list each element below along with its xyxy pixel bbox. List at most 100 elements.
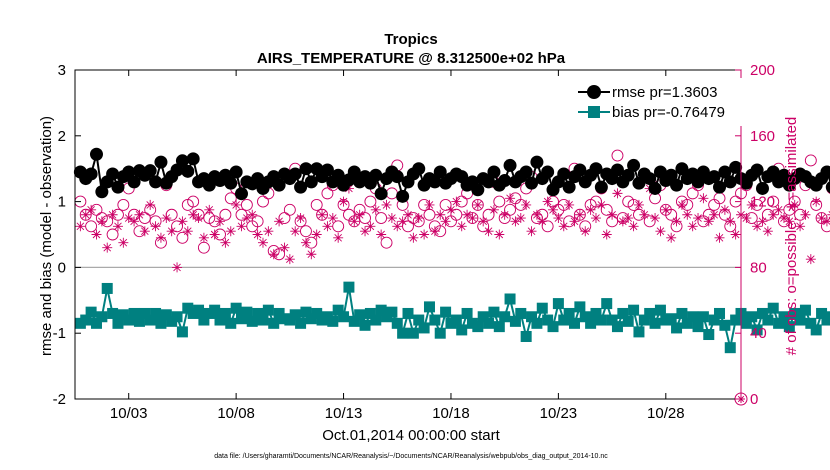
obs-assimilated-point	[580, 226, 591, 237]
bias-point	[730, 314, 742, 326]
rmse-point	[766, 165, 780, 179]
rmse-point	[347, 165, 361, 179]
obs-assimilated-point	[300, 237, 311, 248]
bias-point	[483, 317, 495, 329]
rmse-point	[224, 176, 238, 190]
obs-assimilated-point	[655, 226, 666, 237]
rmse-point	[670, 178, 684, 192]
y-right-tick-label: 40	[750, 325, 767, 342]
obs-possible-point	[316, 208, 329, 221]
obs-assimilated-point	[569, 216, 580, 227]
obs-possible-point	[332, 220, 345, 233]
obs-assimilated-point	[231, 199, 242, 210]
rmse-point	[471, 183, 485, 197]
rmse-point	[503, 158, 517, 172]
obs-assimilated-point	[746, 199, 757, 210]
obs-possible-point	[471, 198, 484, 211]
obs-assimilated-point	[510, 216, 521, 227]
obs-assimilated-point	[435, 209, 446, 220]
bias-point	[477, 311, 489, 323]
rmse-point	[374, 187, 388, 201]
obs-assimilated-point	[241, 213, 252, 224]
y-right-tick-label: 120	[750, 194, 775, 211]
y-axis-right-ticks: 0 40 80 120 160 200	[735, 62, 775, 408]
bias-point	[418, 322, 430, 334]
bias-point	[714, 307, 726, 319]
obs-assimilated-point	[456, 221, 467, 232]
chart-subtitle: AIRS_TEMPERATURE @ 8.312500e+02 hPa	[257, 50, 566, 67]
bias-point	[397, 327, 409, 339]
obs-assimilated-point	[139, 226, 150, 237]
bias-point	[751, 324, 763, 336]
bias-point	[547, 321, 559, 333]
bias-point	[649, 317, 661, 329]
obs-possible-point	[85, 220, 98, 233]
obs-assimilated-point	[639, 209, 650, 220]
bias-point	[461, 307, 473, 319]
obs-assimilated-point	[193, 213, 204, 224]
bias-point	[268, 317, 280, 329]
obs-possible-point	[573, 208, 586, 221]
rmse-point	[755, 181, 769, 195]
obs-assimilated-point	[145, 199, 156, 210]
chart-title: Tropics	[384, 31, 437, 48]
obs-assimilated-series	[75, 183, 830, 403]
bias-point	[107, 307, 119, 319]
obs-assimilated-point	[601, 229, 612, 240]
obs-assimilated-point	[284, 254, 295, 265]
rmse-point	[390, 170, 404, 184]
obs-assimilated-point	[107, 209, 118, 220]
obs-assimilated-point	[322, 221, 333, 232]
obs-assimilated-point	[800, 209, 811, 220]
bias-point	[789, 307, 801, 319]
obs-possible-point	[197, 241, 210, 254]
bias-point	[252, 307, 264, 319]
rmse-point	[106, 167, 120, 181]
obs-assimilated-point	[386, 213, 397, 224]
bias-point	[354, 309, 366, 321]
bias-point	[697, 311, 709, 323]
bias-point	[144, 314, 156, 326]
obs-assimilated-point	[155, 232, 166, 243]
obs-assimilated-point	[96, 216, 107, 227]
obs-assimilated-point	[306, 249, 317, 260]
obs-assimilated-point	[295, 213, 306, 224]
bias-point	[289, 309, 301, 321]
rmse-point	[272, 178, 286, 192]
obs-possible-point	[342, 208, 355, 221]
rmse-point	[143, 164, 157, 178]
obs-assimilated-point	[483, 226, 494, 237]
bias-point	[633, 326, 645, 338]
obs-assimilated-point	[590, 213, 601, 224]
bias-point	[128, 307, 140, 319]
bias-point	[300, 306, 312, 318]
rmse-point	[127, 175, 141, 189]
obs-assimilated-point	[327, 213, 338, 224]
y-right-tick-label: 80	[750, 259, 767, 276]
bias-point	[595, 314, 607, 326]
bias-point	[617, 307, 629, 319]
obs-assimilated-point	[225, 226, 236, 237]
obs-possible-point	[708, 198, 721, 211]
obs-assimilated-point	[741, 213, 752, 224]
obs-assimilated-point	[403, 209, 413, 220]
bias-point	[133, 315, 145, 327]
rmse-point	[186, 152, 200, 166]
data-file-footnote: data file: /Users/gharamti/Documents/NCA…	[214, 453, 608, 460]
bias-point	[703, 329, 715, 341]
obs-assimilated-point	[462, 209, 473, 220]
bias-point	[332, 304, 344, 316]
obs-assimilated-point	[768, 209, 779, 220]
obs-assimilated-point	[118, 237, 129, 248]
bias-point	[348, 315, 360, 327]
rmse-point	[820, 165, 830, 179]
bias-point	[343, 281, 355, 293]
bias-point	[810, 324, 822, 336]
bias-point	[241, 306, 253, 318]
bias-point	[740, 317, 752, 329]
bias-point	[364, 307, 376, 319]
bias-point	[225, 317, 237, 329]
obs-assimilated-point	[252, 229, 263, 240]
bias-point	[671, 322, 683, 334]
obs-assimilated-point	[789, 199, 800, 210]
